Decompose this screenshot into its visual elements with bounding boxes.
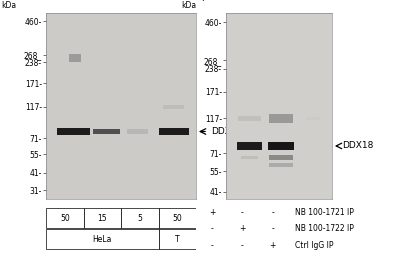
Bar: [270, 155, 293, 160]
Text: -: -: [271, 224, 274, 233]
Text: -: -: [211, 241, 214, 250]
Text: DDX18: DDX18: [342, 141, 374, 151]
Text: 15: 15: [98, 214, 107, 223]
Bar: [158, 230, 196, 249]
Text: 50: 50: [172, 214, 182, 223]
Text: -: -: [241, 241, 244, 250]
Bar: [68, 54, 80, 62]
Bar: [127, 129, 148, 134]
Bar: [46, 208, 84, 228]
Text: NB 100-1722 IP: NB 100-1722 IP: [295, 224, 354, 233]
Text: 5: 5: [137, 214, 142, 223]
Bar: [270, 114, 293, 123]
Bar: [46, 230, 158, 249]
Bar: [56, 128, 90, 135]
Text: -: -: [271, 208, 274, 217]
Text: DDX18: DDX18: [211, 127, 242, 136]
Bar: [163, 105, 184, 109]
Text: -: -: [241, 208, 244, 217]
Bar: [238, 115, 261, 121]
Bar: [84, 208, 121, 228]
Text: +: +: [209, 208, 215, 217]
Text: kDa: kDa: [1, 1, 16, 10]
Bar: [236, 142, 262, 150]
Text: Ctrl IgG IP: Ctrl IgG IP: [295, 241, 334, 250]
Bar: [158, 208, 196, 228]
Text: kDa: kDa: [182, 1, 197, 10]
Text: 50: 50: [60, 214, 70, 223]
Text: NB 100-1721 IP: NB 100-1721 IP: [295, 208, 354, 217]
Bar: [158, 128, 188, 135]
Bar: [268, 142, 294, 150]
Bar: [306, 117, 320, 120]
Bar: [121, 208, 158, 228]
Bar: [270, 164, 293, 167]
Text: +: +: [270, 241, 276, 250]
Text: A. WB: A. WB: [1, 0, 30, 2]
Text: B. IP/WB: B. IP/WB: [182, 0, 223, 2]
Text: -: -: [211, 224, 214, 233]
Text: T: T: [175, 235, 180, 244]
Bar: [241, 156, 258, 159]
Text: HeLa: HeLa: [92, 235, 112, 244]
Text: +: +: [239, 224, 246, 233]
Bar: [92, 129, 120, 134]
